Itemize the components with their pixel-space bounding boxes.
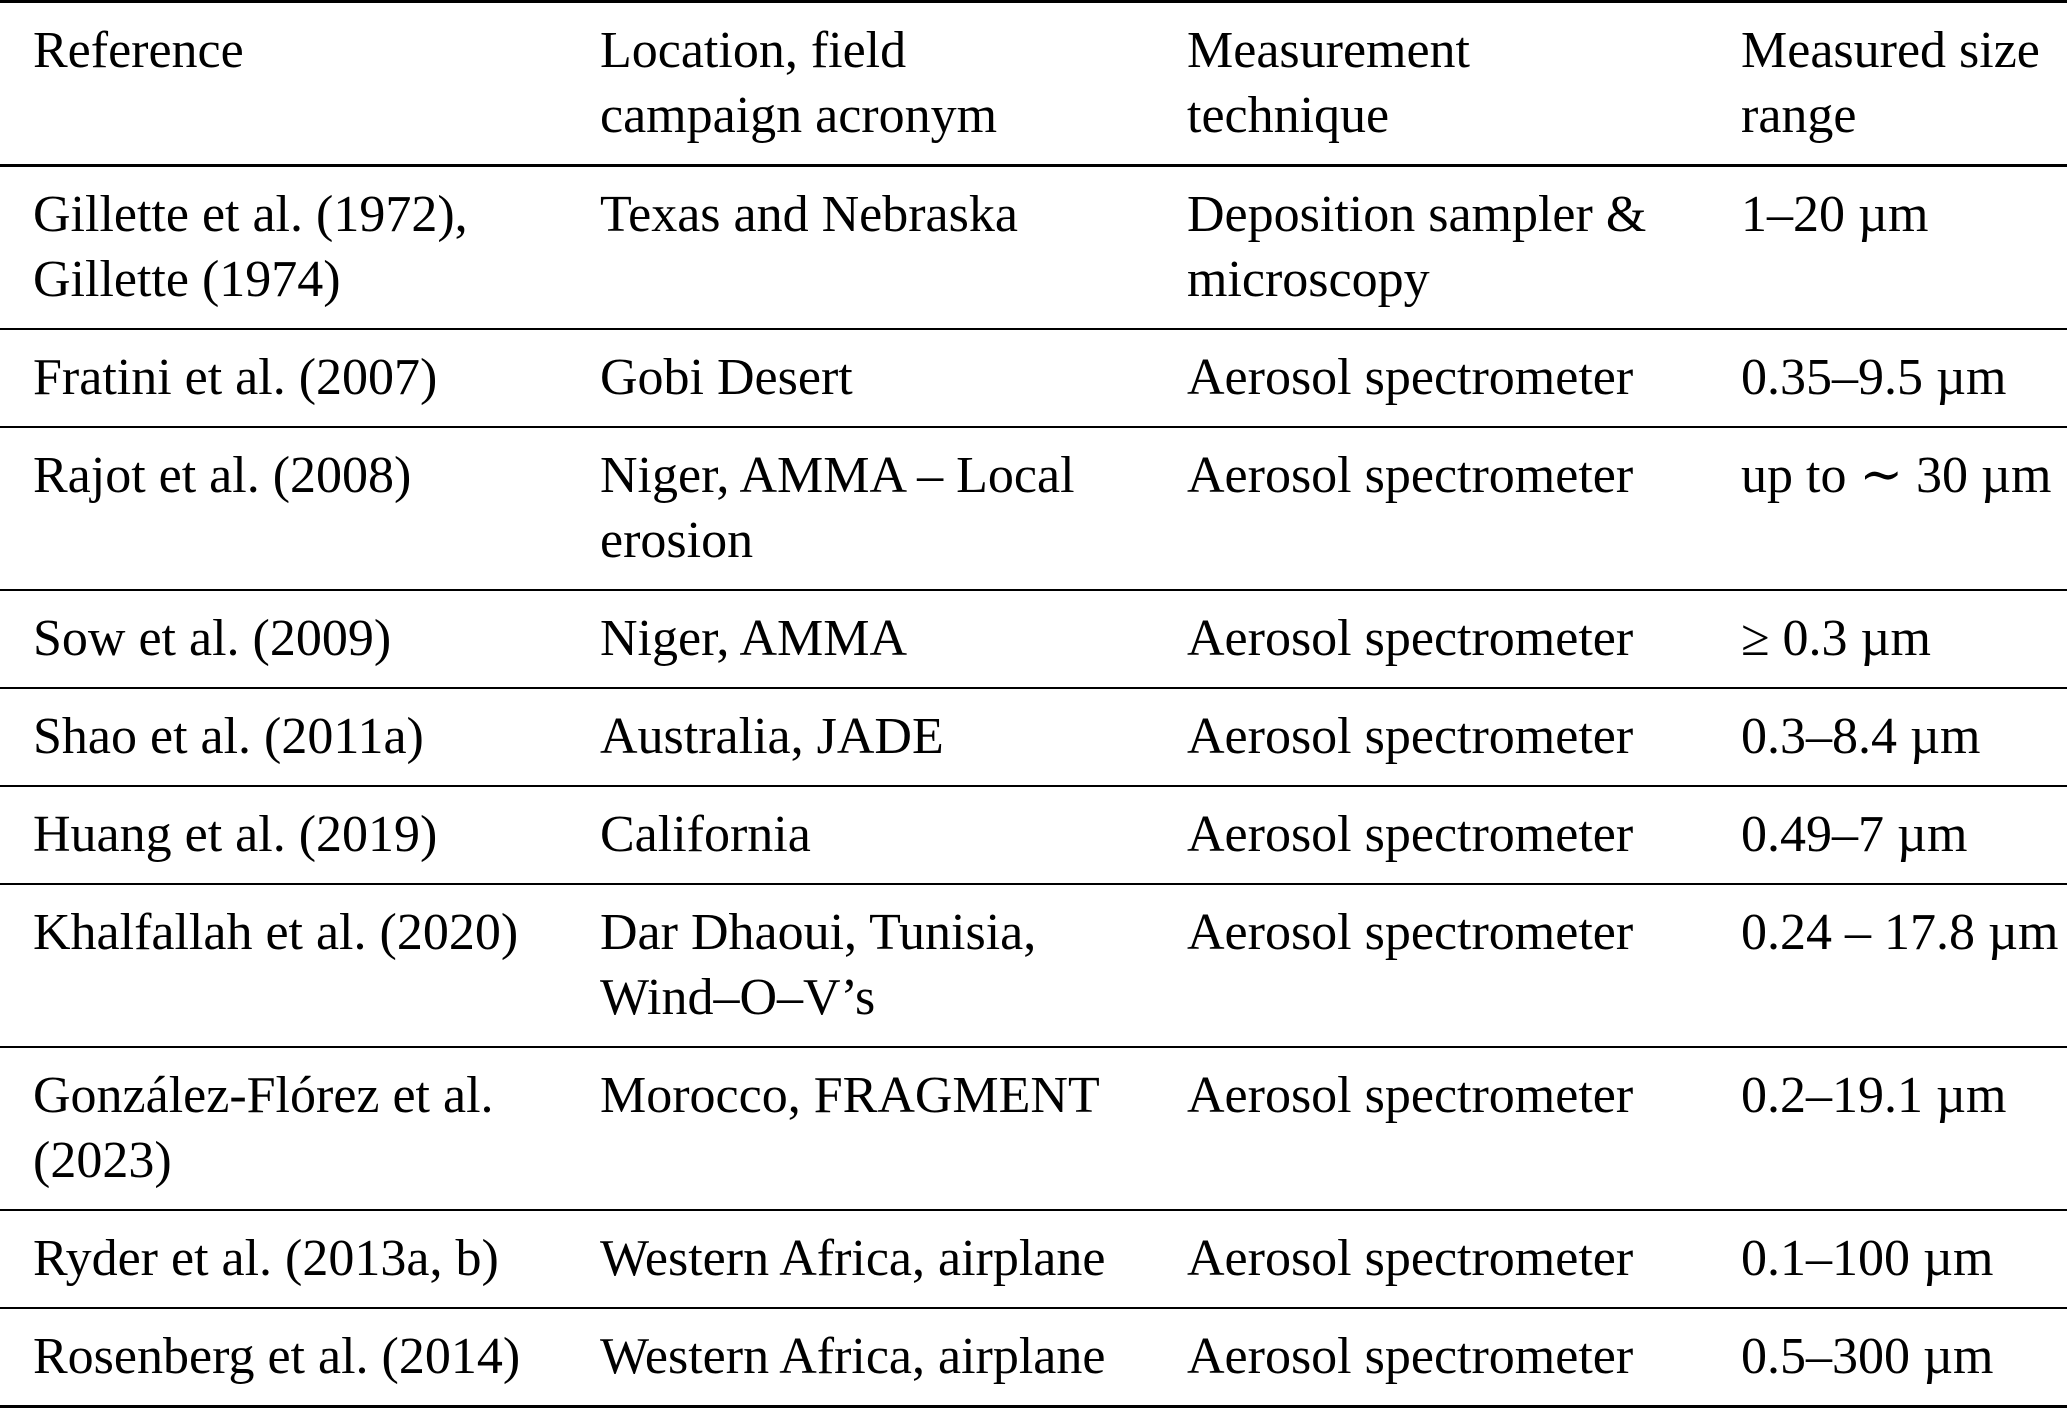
cell-size-range: ≥ 0.3 µm xyxy=(1741,610,1931,667)
cell-reference: Ryder et al. (2013a, b) xyxy=(33,1230,499,1287)
cell-technique: Aerosol spectrometer xyxy=(1187,708,1634,765)
cell-size-range: 0.49–7 µm xyxy=(1741,806,1968,863)
column-header-technique: Measurement technique xyxy=(1187,22,1471,144)
table-row: Rosenberg et al. (2014) Western Africa, … xyxy=(0,1308,2067,1407)
table-row: Gillette et al. (1972), Gillette (1974) … xyxy=(0,166,2067,329)
cell-size-range: 0.5–300 µm xyxy=(1741,1328,1994,1385)
cell-location: Morocco, FRAGMENT xyxy=(600,1067,1100,1124)
column-header-location: Location, field campaign acronym xyxy=(600,22,998,144)
cell-location: California xyxy=(600,806,811,863)
cell-location: Dar Dhaoui, Tunisia, Wind–O–V’s xyxy=(600,904,1037,1026)
cell-location: Western Africa, airplane xyxy=(600,1328,1106,1385)
cell-reference: González-Flórez et al. (2023) xyxy=(33,1067,494,1189)
cell-location: Western Africa, airplane xyxy=(600,1230,1106,1287)
cell-technique: Aerosol spectrometer xyxy=(1187,806,1634,863)
cell-size-range: 0.24 – 17.8 µm xyxy=(1741,904,2059,961)
table-row: Shao et al. (2011a) Australia, JADE Aero… xyxy=(0,688,2067,786)
cell-size-range: up to ∼ 30 µm xyxy=(1741,447,2052,504)
cell-reference: Khalfallah et al. (2020) xyxy=(33,904,519,961)
cell-reference: Fratini et al. (2007) xyxy=(33,349,438,406)
cell-technique: Aerosol spectrometer xyxy=(1187,1230,1634,1287)
cell-reference: Sow et al. (2009) xyxy=(33,610,392,667)
cell-location: Niger, AMMA xyxy=(600,610,908,667)
cell-technique: Aerosol spectrometer xyxy=(1187,904,1634,961)
column-header-size-range: Measured size range xyxy=(1741,22,2040,144)
cell-size-range: 0.2–19.1 µm xyxy=(1741,1067,2007,1124)
cell-size-range: 0.3–8.4 µm xyxy=(1741,708,1981,765)
cell-reference: Shao et al. (2011a) xyxy=(33,708,424,765)
header-row: Reference Location, field campaign acron… xyxy=(0,2,2067,166)
cell-location: Texas and Nebraska xyxy=(600,186,1018,243)
cell-size-range: 0.1–100 µm xyxy=(1741,1230,1994,1287)
table-row: Fratini et al. (2007) Gobi Desert Aeroso… xyxy=(0,329,2067,427)
cell-technique: Aerosol spectrometer xyxy=(1187,447,1634,504)
column-header-reference: Reference xyxy=(33,22,244,79)
table-row: Ryder et al. (2013a, b) Western Africa, … xyxy=(0,1210,2067,1308)
table-row: Khalfallah et al. (2020) Dar Dhaoui, Tun… xyxy=(0,884,2067,1047)
cell-technique: Aerosol spectrometer xyxy=(1187,610,1634,667)
table-row: Huang et al. (2019) California Aerosol s… xyxy=(0,786,2067,884)
table-row: Rajot et al. (2008) Niger, AMMA – Local … xyxy=(0,427,2067,590)
cell-technique: Aerosol spectrometer xyxy=(1187,1067,1634,1124)
cell-reference: Rajot et al. (2008) xyxy=(33,447,412,504)
cell-reference: Gillette et al. (1972), Gillette (1974) xyxy=(33,186,468,308)
cell-location: Australia, JADE xyxy=(600,708,944,765)
cell-location: Gobi Desert xyxy=(600,349,853,406)
cell-reference: Huang et al. (2019) xyxy=(33,806,438,863)
table-row: González-Flórez et al. (2023) Morocco, F… xyxy=(0,1047,2067,1210)
cell-reference: Rosenberg et al. (2014) xyxy=(33,1328,521,1385)
cell-technique: Deposition sampler & microscopy xyxy=(1187,186,1647,308)
cell-size-range: 0.35–9.5 µm xyxy=(1741,349,2007,406)
cell-technique: Aerosol spectrometer xyxy=(1187,349,1634,406)
table-row: Sow et al. (2009) Niger, AMMA Aerosol sp… xyxy=(0,590,2067,688)
cell-technique: Aerosol spectrometer xyxy=(1187,1328,1634,1385)
cell-location: Niger, AMMA – Local erosion xyxy=(600,447,1075,569)
cell-size-range: 1–20 µm xyxy=(1741,186,1929,243)
